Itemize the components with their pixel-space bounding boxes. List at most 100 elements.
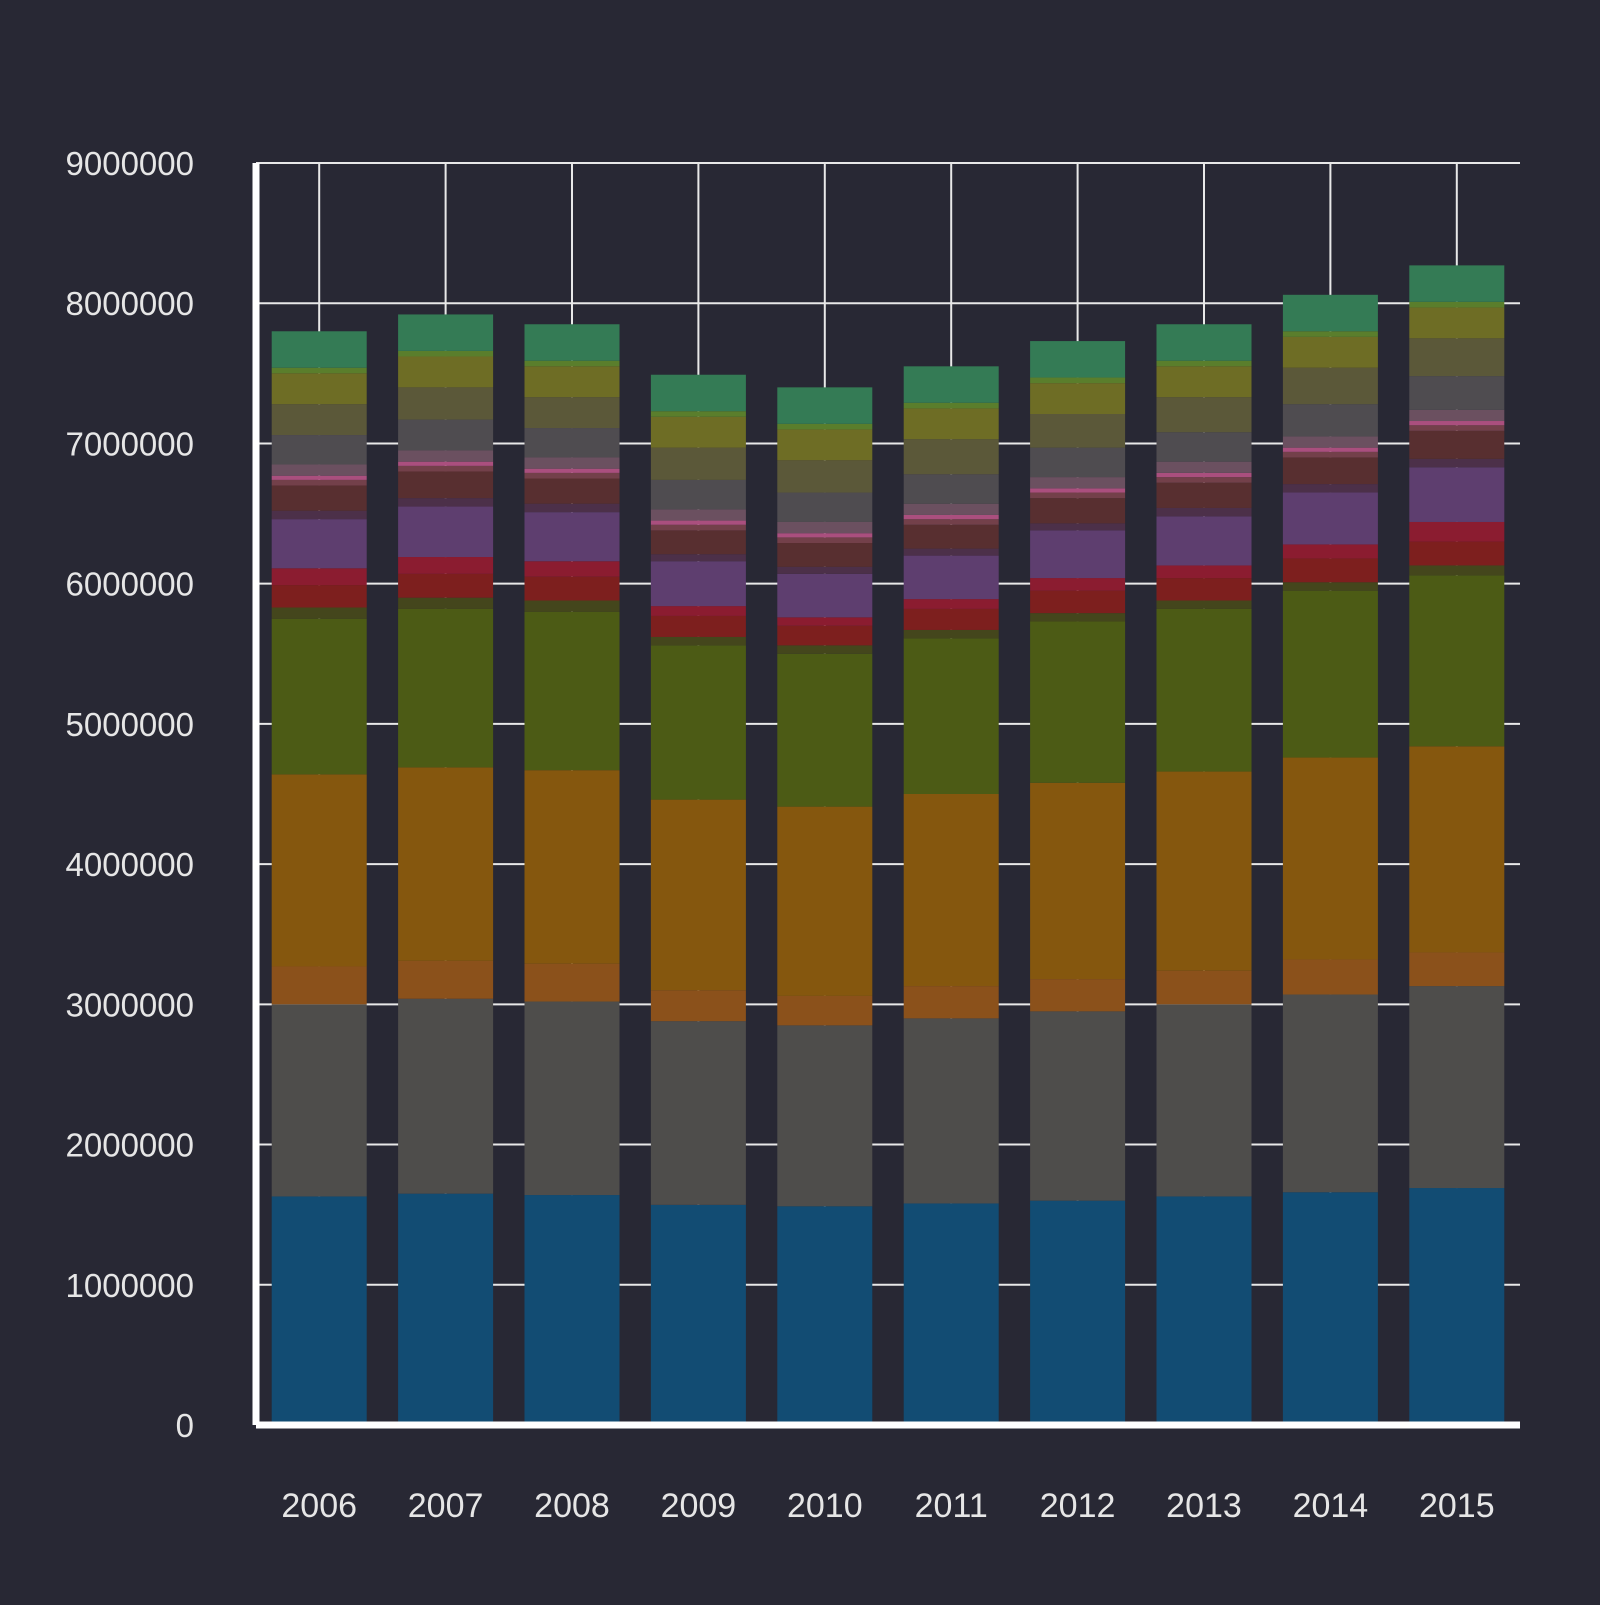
bar-segment	[524, 1001, 620, 1196]
bar-segment	[903, 366, 999, 403]
bar-segment	[777, 492, 873, 522]
bar-segment	[1156, 1004, 1252, 1197]
bar-segment	[398, 356, 494, 388]
bar-segment	[777, 429, 873, 461]
bar-segment	[1030, 383, 1126, 414]
bar-segment	[1282, 336, 1378, 368]
bar-segment	[650, 645, 746, 800]
bar-segment	[524, 366, 620, 398]
bar-segment	[1409, 467, 1505, 522]
bar-segment	[524, 770, 620, 964]
bar-segment	[777, 460, 873, 493]
bar-segment	[1282, 582, 1378, 591]
bar-segment	[398, 960, 494, 999]
bar-segment	[1409, 421, 1505, 426]
bar-segment	[1282, 404, 1378, 437]
bar-segment	[1409, 458, 1505, 468]
bar-segment	[777, 653, 873, 807]
bar-segment	[1282, 994, 1378, 1193]
bar-segment	[1156, 600, 1252, 609]
bar-segment	[777, 566, 873, 574]
bar-segment	[1030, 979, 1126, 1012]
bar-segment	[903, 524, 999, 549]
bar-segment	[398, 498, 494, 507]
bar-segment	[1409, 952, 1505, 987]
bar-segment	[1156, 1196, 1252, 1425]
bar-segment	[1409, 521, 1505, 542]
bar-segment	[903, 519, 999, 525]
bar-segment	[1156, 578, 1252, 601]
bar-segment	[1030, 341, 1126, 378]
y-tick-label: 3000000	[66, 986, 194, 1023]
bar-segment	[650, 479, 746, 510]
bar-segment	[524, 576, 620, 601]
bar-segment	[271, 367, 367, 374]
bar-segment	[903, 608, 999, 630]
bar-segment	[524, 478, 620, 504]
bar-segment	[398, 314, 494, 351]
x-tick-label: 2015	[1419, 1487, 1495, 1525]
bar-segment	[650, 1204, 746, 1425]
bar-segment	[1409, 986, 1505, 1189]
bar-segment	[777, 521, 873, 534]
bar-segment	[903, 408, 999, 440]
y-tick-label: 8000000	[66, 285, 194, 322]
bar-segment	[777, 1206, 873, 1425]
bar-segment	[1030, 498, 1126, 524]
y-tick-label: 5000000	[66, 706, 194, 743]
bar-segment	[524, 324, 620, 361]
bar-segment	[650, 524, 746, 531]
bar-segment	[903, 986, 999, 1019]
bar-segment	[1282, 757, 1378, 960]
bar-segment	[1030, 523, 1126, 531]
bar-segment	[650, 636, 746, 646]
bar-segment	[650, 554, 746, 562]
bar-segment	[1409, 575, 1505, 747]
bar-segment	[1156, 477, 1252, 483]
bar-segment	[1282, 447, 1378, 452]
bar-segment	[777, 543, 873, 567]
bar-segment	[777, 995, 873, 1026]
bar-segment	[777, 645, 873, 654]
x-tick-labels: 2006 2007 2008 2009 2010 2011 2012 2013 2014 2015	[281, 1487, 1494, 1525]
bar-segment	[271, 774, 367, 967]
bar-segment	[524, 600, 620, 612]
y-tick-label: 6000000	[66, 566, 194, 603]
bar-segment	[271, 404, 367, 436]
bar-segment	[1282, 367, 1378, 405]
bar-segment	[1409, 265, 1505, 302]
bar-segment	[271, 464, 367, 476]
bar-segment	[398, 387, 494, 420]
bar-segment	[1156, 507, 1252, 517]
bar-segment	[398, 350, 494, 357]
x-tick-label: 2010	[787, 1487, 863, 1525]
bar-segment	[398, 1193, 494, 1425]
bar-segment	[777, 806, 873, 996]
bar-segment	[1030, 377, 1126, 384]
bar-segment	[271, 435, 367, 465]
bar-segment	[903, 439, 999, 475]
bar-segment	[524, 1195, 620, 1425]
bar-segment	[1030, 492, 1126, 499]
bar-segment	[398, 461, 494, 466]
bar-segment	[1156, 608, 1252, 772]
bar-segment	[1156, 366, 1252, 398]
bar-segment	[271, 519, 367, 569]
bar-segment	[398, 419, 494, 451]
bar-segment	[777, 423, 873, 430]
bar-segment	[398, 597, 494, 609]
bar-segment	[398, 998, 494, 1194]
bar-segment	[650, 447, 746, 480]
bar-segment	[903, 629, 999, 639]
bar-segment	[650, 561, 746, 607]
bar-segment	[650, 509, 746, 521]
bar-segment	[650, 606, 746, 616]
bar-segment	[524, 428, 620, 458]
bar-segment	[1030, 413, 1126, 448]
bar-segment	[1030, 590, 1126, 614]
x-tick-label: 2013	[1166, 1487, 1242, 1525]
bar-segment	[1030, 578, 1126, 591]
bar-segment	[777, 625, 873, 646]
